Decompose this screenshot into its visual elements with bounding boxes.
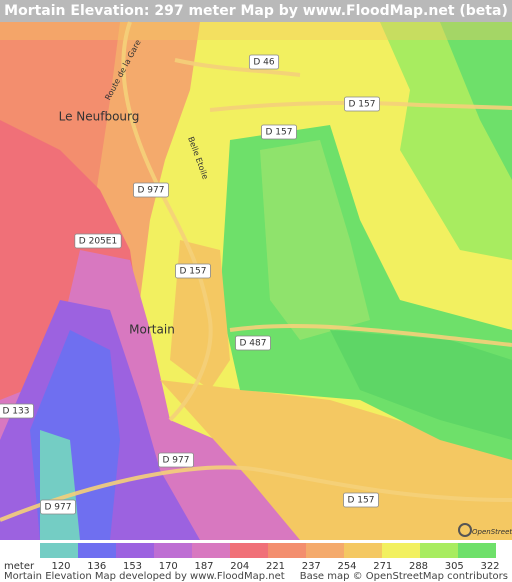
legend-swatch bbox=[154, 543, 192, 558]
legend-swatch bbox=[458, 543, 496, 558]
legend-swatch bbox=[268, 543, 306, 558]
legend: meter 120 136 153 170 187 204 221 237 254 271 288 30… bbox=[0, 540, 512, 582]
legend-value: 322 bbox=[480, 561, 499, 572]
legend-swatch bbox=[382, 543, 420, 558]
osm-text: OpenStreetMap bbox=[472, 528, 512, 536]
road-name: D 133 bbox=[3, 407, 30, 417]
road-label: D 205E1 bbox=[74, 233, 122, 249]
road-label: D 977 bbox=[133, 182, 169, 198]
title-bar bbox=[0, 0, 512, 22]
road-shield bbox=[248, 54, 280, 70]
legend-value: 288 bbox=[409, 561, 428, 572]
road-shield bbox=[133, 182, 169, 198]
road-shield bbox=[343, 492, 379, 508]
legend-value: 170 bbox=[159, 561, 178, 572]
road-label: D 487 bbox=[235, 335, 271, 351]
road-label: D 157 bbox=[261, 124, 297, 140]
road-shield bbox=[261, 124, 297, 140]
road-label: D 46 bbox=[248, 54, 280, 70]
legend-value: 221 bbox=[266, 561, 285, 572]
place-label: Le Neufbourg bbox=[59, 110, 140, 124]
road-name: D 46 bbox=[253, 58, 275, 68]
legend-swatch bbox=[344, 543, 382, 558]
legend-value: 120 bbox=[51, 561, 70, 572]
footer-left: Mortain Elevation Map developed by www.F… bbox=[4, 571, 285, 582]
footer-right: Base map © OpenStreetMap contributors bbox=[300, 571, 508, 582]
legend-value: 153 bbox=[123, 561, 142, 572]
road-shield bbox=[0, 403, 34, 419]
road-shield bbox=[74, 233, 122, 249]
road-label: D 157 bbox=[343, 492, 379, 508]
place-label: Mortain bbox=[129, 323, 175, 337]
road-name: D 157 bbox=[348, 496, 375, 506]
legend-swatch bbox=[116, 543, 154, 558]
map-labels: Le Neufbourg Mortain D 46 D 157 D 157 D 977 D … bbox=[0, 38, 512, 537]
legend-value: 271 bbox=[373, 561, 392, 572]
road-shield bbox=[175, 263, 211, 279]
road-name: D 977 bbox=[163, 456, 190, 466]
legend-swatch bbox=[230, 543, 268, 558]
legend-swatch bbox=[306, 543, 344, 558]
legend-swatch bbox=[78, 543, 116, 558]
legend-swatch bbox=[192, 543, 230, 558]
title: Mortain Elevation: 297 meter Map by www.… bbox=[4, 3, 508, 19]
road-name: D 157 bbox=[180, 267, 207, 277]
road-label: D 157 bbox=[344, 96, 380, 112]
road-label: D 133 bbox=[0, 403, 34, 419]
legend-value: 254 bbox=[337, 561, 356, 572]
legend-value: 305 bbox=[445, 561, 464, 572]
road-name: D 977 bbox=[138, 186, 165, 196]
road-name: D 157 bbox=[266, 128, 293, 138]
road-label: D 977 bbox=[158, 452, 194, 468]
road-shield bbox=[344, 96, 380, 112]
legend-value: 237 bbox=[302, 561, 321, 572]
road-name: D 487 bbox=[240, 339, 267, 349]
legend-value: 187 bbox=[194, 561, 213, 572]
road-name: D 157 bbox=[349, 100, 376, 110]
legend-value: 136 bbox=[87, 561, 106, 572]
road-shield bbox=[158, 452, 194, 468]
legend-swatch bbox=[420, 543, 458, 558]
road-name: D 977 bbox=[45, 503, 72, 513]
osm-logo: OpenStreetMap bbox=[458, 523, 512, 537]
road-label: D 977 bbox=[40, 499, 76, 515]
road-shield bbox=[235, 335, 271, 351]
road-label: D 157 bbox=[175, 263, 211, 279]
legend-swatch bbox=[40, 543, 78, 558]
legend-unit: meter bbox=[4, 561, 35, 572]
road-shield bbox=[40, 499, 76, 515]
map bbox=[0, 21, 512, 540]
osm-icon bbox=[458, 523, 472, 537]
legend-value: 204 bbox=[230, 561, 249, 572]
road-name: D 205E1 bbox=[79, 237, 117, 247]
